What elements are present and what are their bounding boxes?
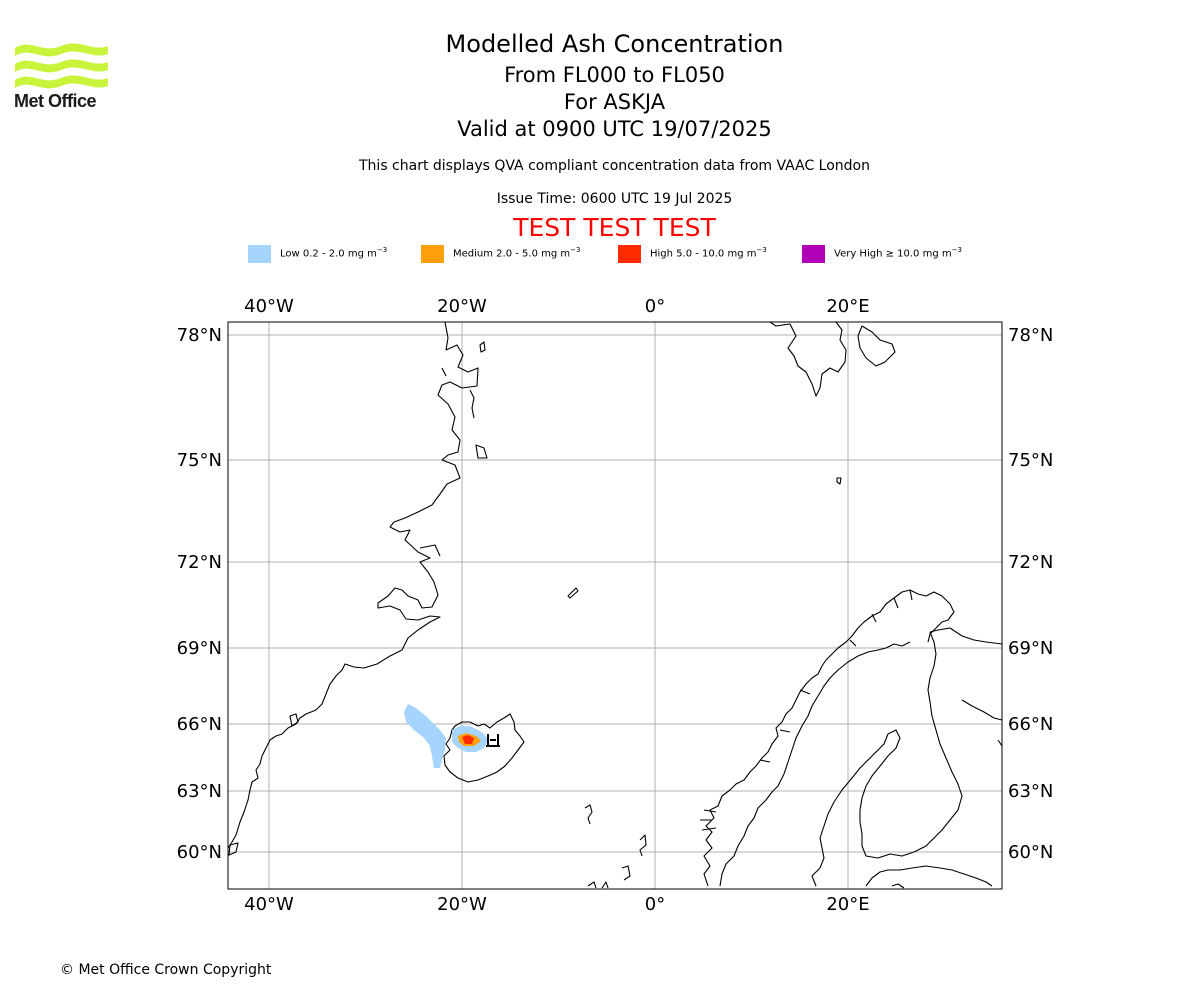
legend-swatch-low [248,245,271,263]
graticule [228,322,1002,889]
lat-labels-left: 78°N 75°N 72°N 69°N 66°N 63°N 60°N [177,325,222,863]
greenland-coast [227,321,479,849]
map-frame [227,321,1003,890]
svalbard-east [857,325,896,367]
lat-label: 60°N [177,842,222,863]
ash-low-plume-west [404,704,446,768]
kola [961,699,1003,721]
lat-label: 78°N [177,325,222,346]
lat-labels-right: 78°N 75°N 72°N 69°N 66°N 63°N 60°N [1008,325,1053,863]
ash-contours [404,704,488,768]
test-banner: TEST TEST TEST [513,213,716,242]
norway-coast [703,589,955,887]
lat-label: 75°N [177,450,222,471]
lon-label: 0° [645,296,665,317]
volcano-marker [486,734,500,747]
greenland-island-3 [289,713,299,727]
legend-label-high: High 5.0 - 10.0 mg m−3 [650,246,767,260]
lon-label: 20°W [437,296,487,317]
lon-labels-bottom: 40°W 20°W 0° 20°E [244,894,869,915]
lat-label: 72°N [177,552,222,573]
bear-island [836,477,842,485]
lat-label: 60°N [1008,842,1053,863]
greenland-fjord-2 [441,367,447,377]
greenland-fjord-1 [469,389,475,419]
volcano-icon [486,734,500,747]
svalbard-west [769,321,847,397]
lon-label: 0° [645,894,665,915]
faroe-islands [584,804,593,825]
legend-label-very-high: Very High ≥ 10.0 mg m−3 [834,246,962,260]
lat-label: 66°N [177,714,222,735]
copyright-notice: © Met Office Crown Copyright [60,962,272,978]
gulf-of-bothnia [811,631,963,887]
volcano-name: For ASKJA [563,90,666,114]
legend-swatch-very-high [802,245,825,263]
legend-label-medium: Medium 2.0 - 5.0 mg m−3 [453,246,581,260]
lon-label: 40°W [244,296,294,317]
greenland-fjord-3 [419,544,441,557]
lat-label: 66°N [1008,714,1053,735]
met-office-logo-waves-icon [15,43,108,89]
greenland-island-2 [475,444,488,459]
baltic [865,865,993,889]
legend-swatch-medium [421,245,444,263]
issue-time: Issue Time: 0600 UTC 19 Jul 2025 [496,191,733,207]
compliance-note: This chart displays QVA compliant concen… [359,158,870,174]
lat-label: 69°N [177,638,222,659]
shetland [639,834,647,857]
lat-label: 63°N [1008,781,1053,802]
lon-label: 20°W [437,894,487,915]
lon-label: 20°E [826,296,869,317]
lon-label: 20°E [826,894,869,915]
finland-russia [929,627,1003,645]
sweden-norway-border [719,641,911,887]
greenland-island-4 [228,842,239,856]
valid-time: Valid at 0900 UTC 19/07/2025 [457,117,772,141]
lat-label: 72°N [1008,552,1053,573]
lon-labels-top: 40°W 20°W 0° 20°E [244,296,869,317]
legend-swatch-high [618,245,641,263]
greenland-island [479,341,486,353]
flight-level-range: From FL000 to FL050 [504,63,725,87]
lat-label: 69°N [1008,638,1053,659]
coastlines [227,321,1003,889]
lon-label: 40°W [244,894,294,915]
russia-coast [997,739,1003,747]
scotland [587,865,631,889]
iceland-coast [443,713,525,783]
norway-fjords [700,589,913,831]
ash-high [462,735,474,744]
lat-label: 63°N [177,781,222,802]
met-office-logo-text: Met Office [14,91,97,111]
lat-label: 78°N [1008,325,1053,346]
chart-title: Modelled Ash Concentration [445,30,784,58]
legend-label-low: Low 0.2 - 2.0 mg m−3 [280,246,388,260]
lat-label: 75°N [1008,450,1053,471]
jan-mayen [567,587,579,599]
